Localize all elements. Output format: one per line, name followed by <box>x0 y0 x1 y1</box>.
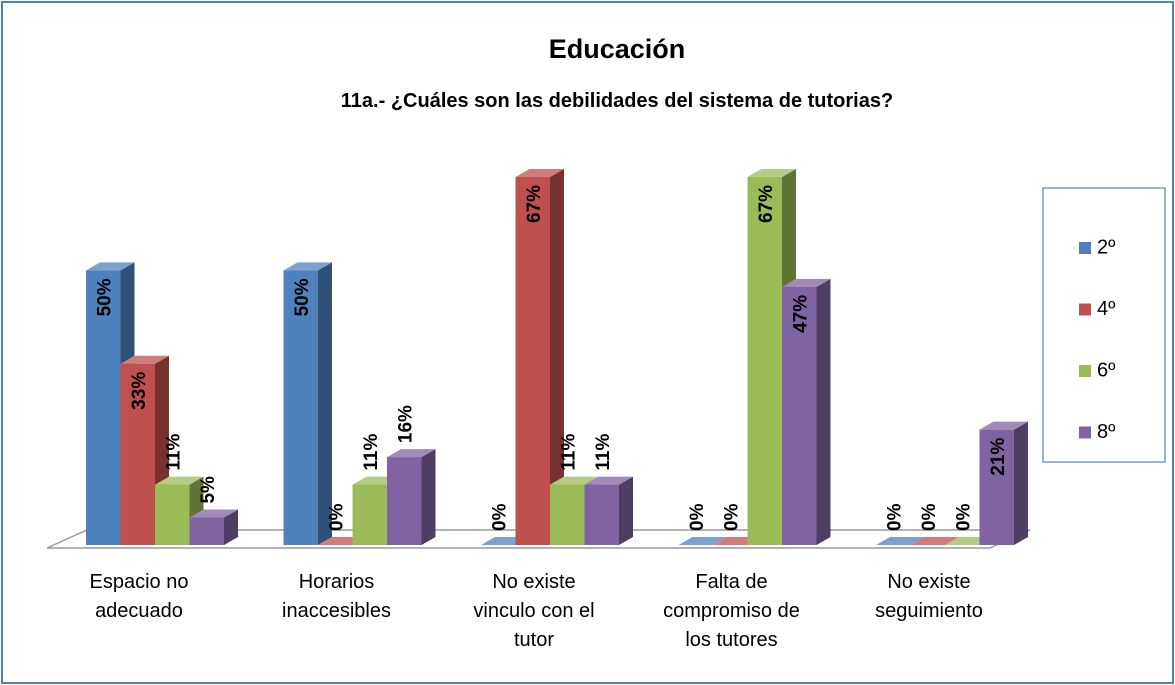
chart-subtitle: 11a.- ¿Cuáles son las debilidades del si… <box>341 90 893 112</box>
bar <box>876 537 925 546</box>
data-label: 0% <box>953 503 974 531</box>
data-label: 67% <box>756 185 777 223</box>
data-label: 33% <box>129 372 150 410</box>
data-label: 47% <box>790 295 811 333</box>
legend-swatch <box>1079 242 1091 254</box>
bar-front <box>747 177 782 545</box>
bar-top <box>782 278 831 287</box>
legend-box <box>1042 187 1166 463</box>
legend-label: 4º <box>1097 298 1116 320</box>
bar <box>782 278 831 545</box>
bar-top <box>155 476 204 485</box>
bar-top <box>584 476 633 485</box>
data-label: 0% <box>489 503 510 531</box>
bar-top <box>86 262 135 271</box>
bar-front <box>979 429 1014 545</box>
bar-side <box>224 509 238 545</box>
bar-front <box>155 484 190 545</box>
data-label: 11% <box>361 433 382 470</box>
x-tick-label: No existe seguimiento <box>875 571 983 622</box>
bar <box>678 537 727 546</box>
x-tick-label: Horarios inaccesibles <box>282 571 391 622</box>
bar-top <box>189 509 238 518</box>
bar <box>584 476 633 545</box>
legend-swatch <box>1079 303 1091 316</box>
bar-front <box>584 484 619 545</box>
data-label: 0% <box>721 503 742 531</box>
legend-swatch <box>1079 365 1091 377</box>
data-label: 5% <box>198 476 219 504</box>
bar <box>387 449 436 545</box>
bar <box>283 262 332 545</box>
bar-top <box>678 537 727 545</box>
bar-front <box>782 286 817 545</box>
bar <box>515 169 564 545</box>
legend-label: 6º <box>1097 359 1116 381</box>
bar-front <box>387 457 422 545</box>
x-tick-label: Falta de compromiso de los tutores <box>663 571 800 651</box>
bar-front <box>86 270 121 545</box>
data-label: 11% <box>558 433 579 470</box>
x-tick-label: Espacio no adecuado <box>89 571 189 622</box>
bar-top <box>387 449 436 458</box>
chart-title: Educación <box>549 34 686 64</box>
data-label: 0% <box>919 503 940 531</box>
bar-side <box>318 262 332 545</box>
bar-side <box>1014 421 1028 545</box>
bar-front <box>189 517 224 545</box>
bar-top <box>910 537 959 545</box>
data-label: 67% <box>524 185 545 223</box>
bar-front <box>352 484 387 545</box>
data-label: 16% <box>395 405 416 443</box>
data-label: 0% <box>687 503 708 531</box>
legend-swatch <box>1079 426 1091 439</box>
x-tick-label: No existe vinculo con el tutor <box>473 571 595 651</box>
bar <box>910 537 959 546</box>
bar-side <box>619 476 633 545</box>
bar-front <box>550 484 585 545</box>
bar-top <box>876 537 925 545</box>
bar-side <box>550 169 564 545</box>
bar-top <box>120 355 169 364</box>
bar-top <box>515 169 564 177</box>
bar-side <box>421 449 436 545</box>
bar-top <box>747 169 796 177</box>
bar-top <box>550 476 599 485</box>
data-label: 11% <box>593 433 614 470</box>
bar-top <box>283 262 332 271</box>
bar-front <box>515 177 550 545</box>
legend-label: 2º <box>1097 236 1116 258</box>
bar-front <box>283 270 318 545</box>
bar-side <box>816 278 831 545</box>
legend-label: 8º <box>1097 421 1116 443</box>
bar <box>979 421 1028 545</box>
data-label: 50% <box>292 278 313 316</box>
data-label: 11% <box>163 433 184 470</box>
bar-front <box>120 363 155 545</box>
data-label: 21% <box>988 438 1009 476</box>
bar <box>189 509 238 545</box>
data-label: 0% <box>326 503 347 531</box>
data-label: 0% <box>884 503 905 531</box>
data-label: 50% <box>94 278 115 316</box>
bar-top <box>979 421 1028 430</box>
